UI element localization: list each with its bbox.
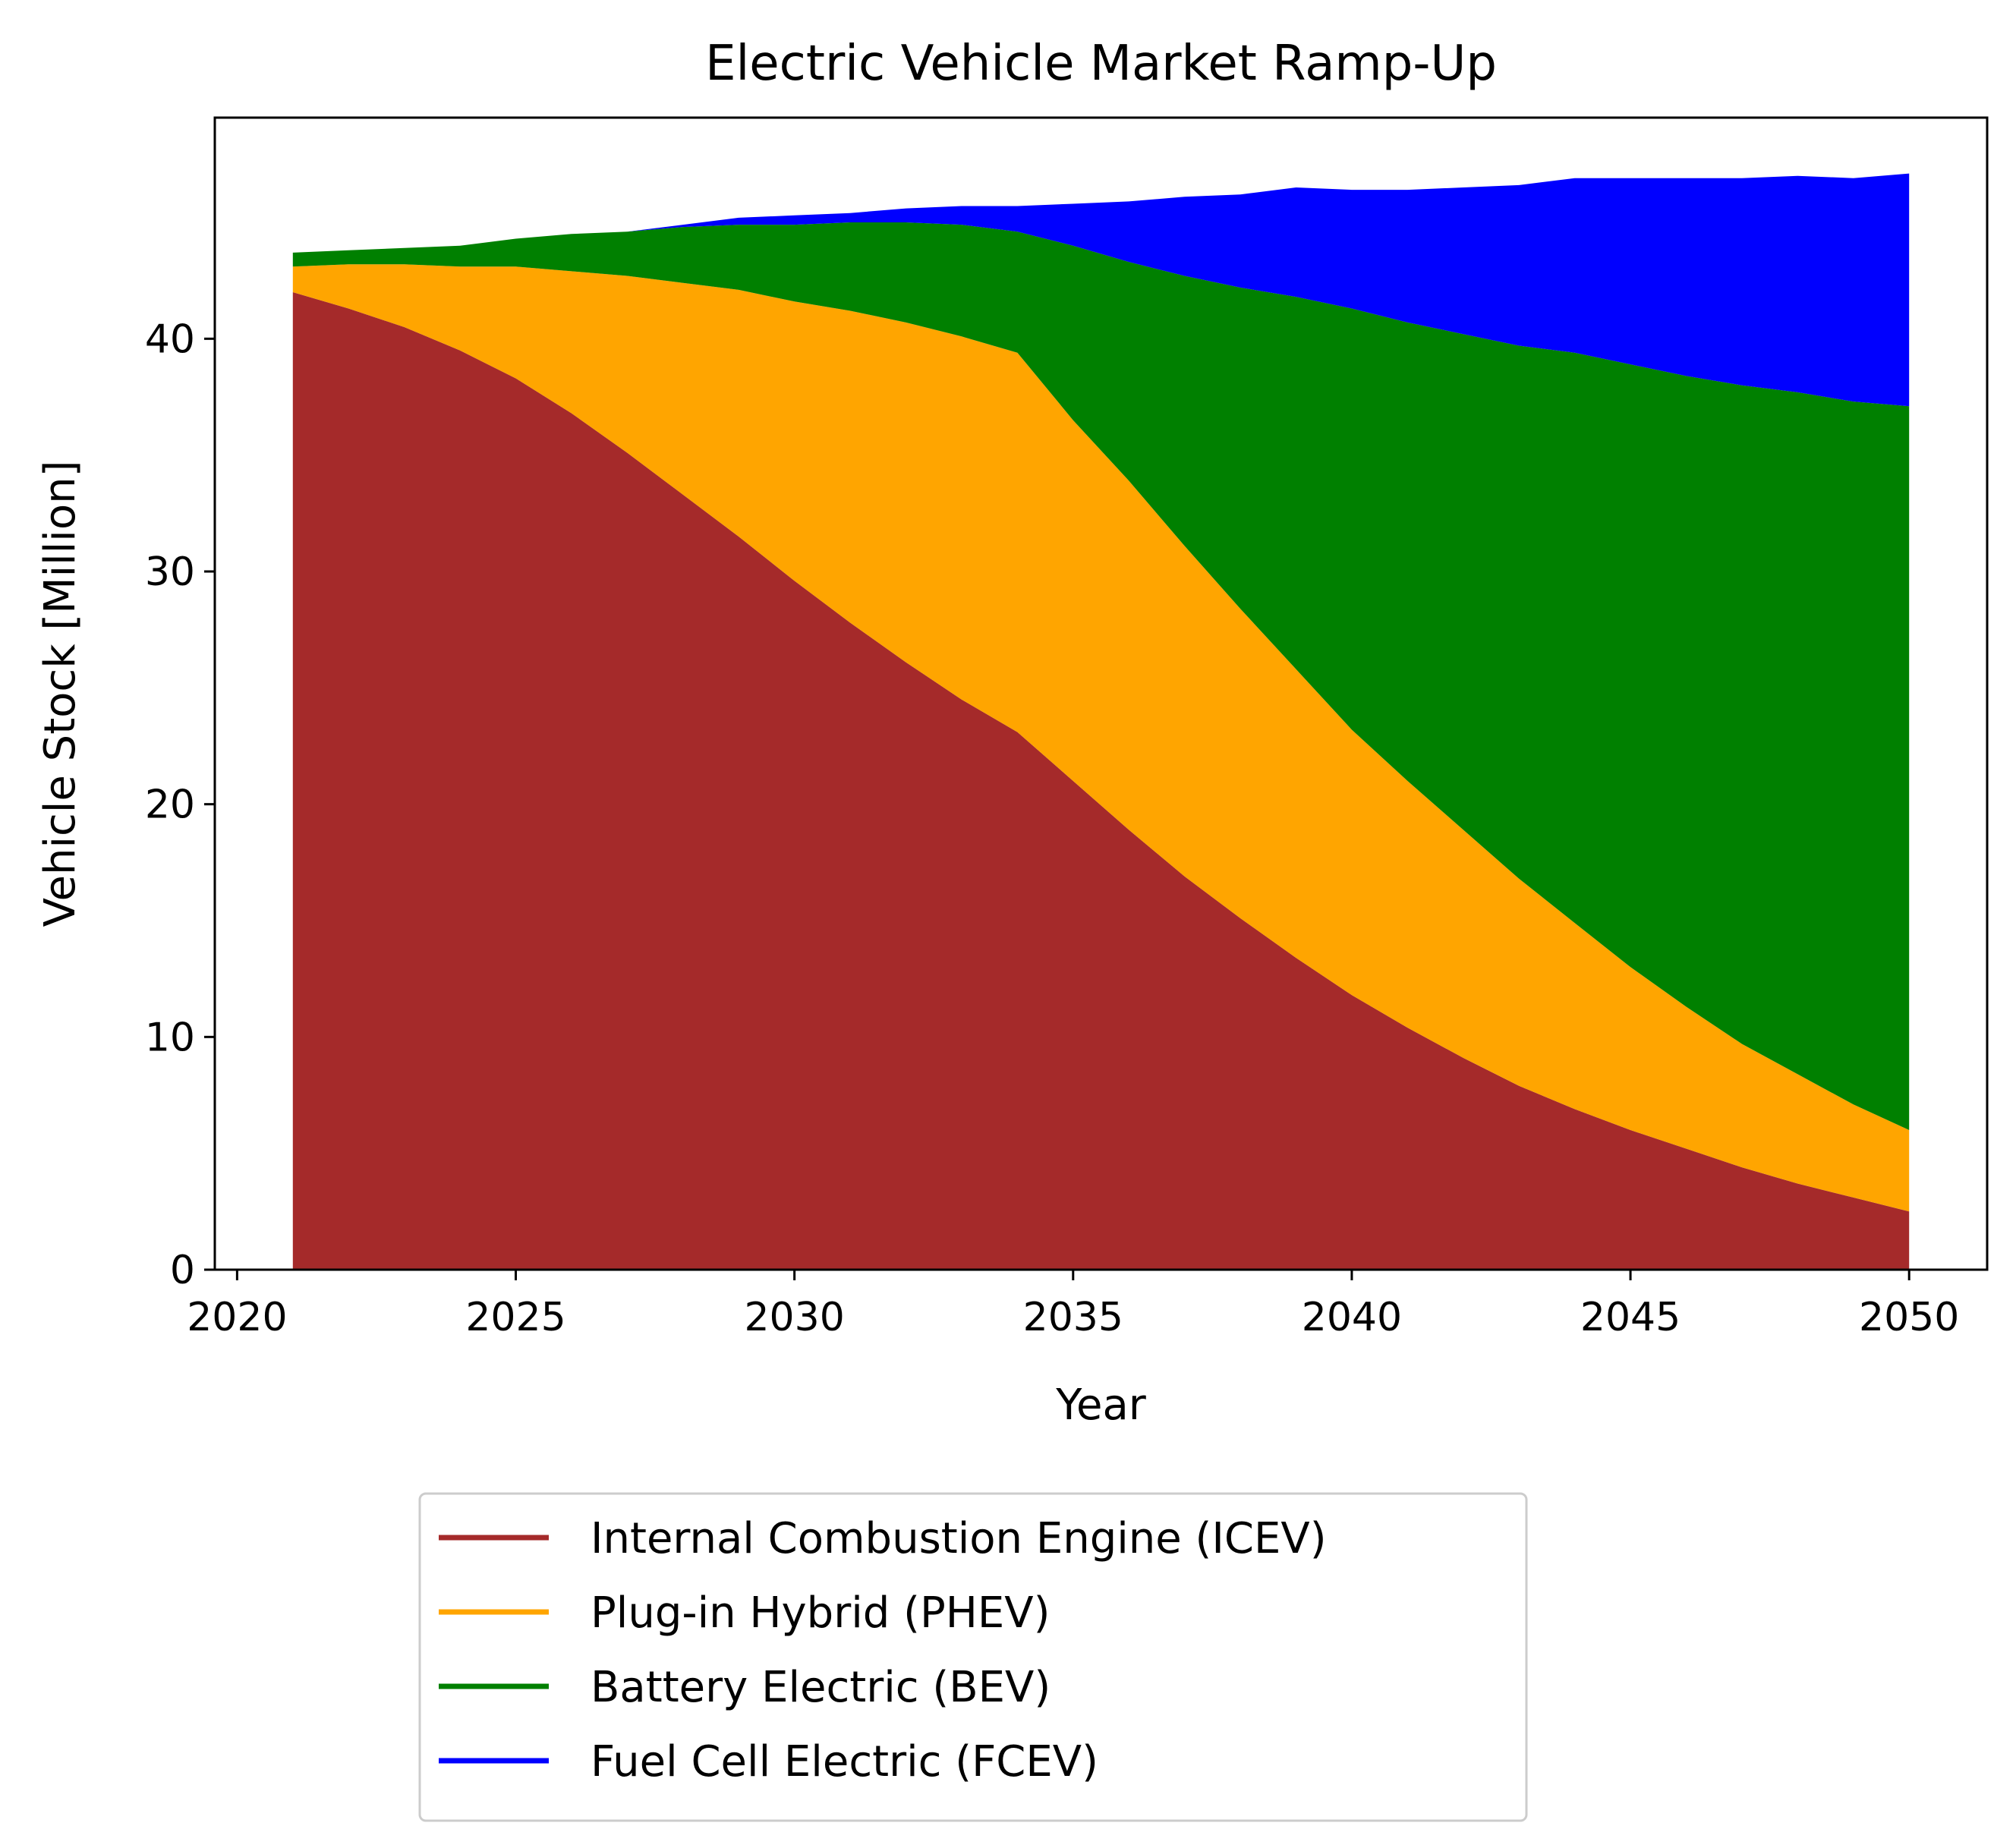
x-tick-label: 2040 — [1302, 1295, 1402, 1340]
legend-label: Fuel Cell Electric (FCEV) — [591, 1737, 1098, 1787]
y-tick-label: 0 — [170, 1248, 195, 1293]
y-tick-label: 10 — [145, 1015, 195, 1060]
chart-title: Electric Vehicle Market Ramp-Up — [705, 36, 1497, 92]
legend: Internal Combustion Engine (ICEV) Plug-in… — [418, 1492, 1528, 1822]
y-axis: 0 10 20 30 40 — [145, 316, 215, 1293]
x-tick-label: 2020 — [187, 1295, 287, 1340]
y-tick-label: 40 — [145, 316, 195, 362]
y-tick-label: 30 — [145, 549, 195, 595]
x-tick-label: 2045 — [1580, 1295, 1681, 1340]
legend-label: Battery Electric (BEV) — [591, 1663, 1051, 1712]
x-axis-label: Year — [1055, 1380, 1147, 1430]
area-series-1 — [292, 264, 1910, 1212]
area-series-0 — [292, 292, 1910, 1270]
legend-label: Plug-in Hybrid (PHEV) — [591, 1588, 1050, 1638]
x-tick-label: 2030 — [744, 1295, 844, 1340]
legend-box — [418, 1492, 1528, 1822]
y-axis-label: Vehicle Stock [Million] — [36, 461, 85, 927]
legend-label: Internal Combustion Engine (ICEV) — [591, 1514, 1327, 1563]
y-tick-label: 20 — [145, 782, 195, 828]
x-axis: 2020 2025 2030 2035 2040 2045 2050 — [187, 1270, 1959, 1340]
x-tick-label: 2050 — [1859, 1295, 1959, 1340]
x-tick-label: 2025 — [465, 1295, 565, 1340]
plot-frame — [213, 116, 1989, 1271]
area-series-2 — [292, 222, 1910, 1130]
area-series-3 — [292, 173, 1910, 407]
stacked-areas — [292, 173, 1910, 1270]
x-tick-label: 2035 — [1023, 1295, 1123, 1340]
